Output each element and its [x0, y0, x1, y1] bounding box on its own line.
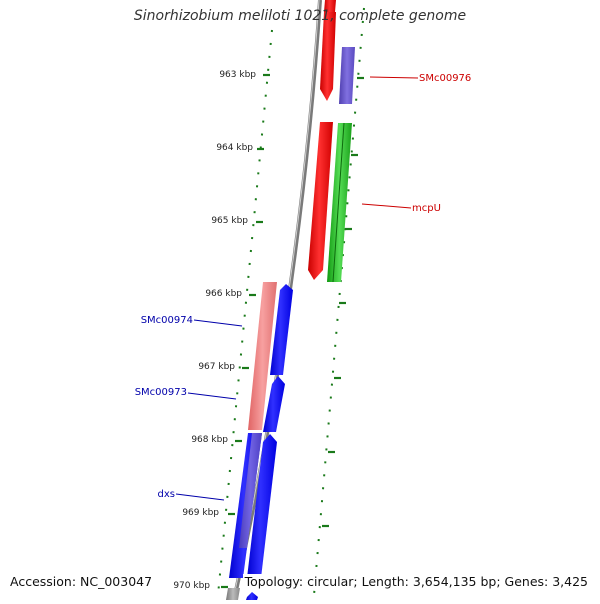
gene-label: SMc00974 — [141, 315, 193, 326]
gene-block-top-red — [324, 0, 336, 12]
gene-bottom-grey — [226, 588, 240, 600]
gene-mcpu-red — [308, 122, 333, 280]
major-ticks — [221, 73, 364, 589]
gene-label: dxs — [158, 489, 175, 500]
forward-strand — [308, 0, 360, 283]
gene-smc00976-purple — [339, 47, 355, 104]
gene-smc00974-blue — [270, 284, 293, 375]
gene-smc00976-red — [320, 12, 336, 101]
gene-labels: SMc00976 mcpU SMc00974 SMc00973 dxs — [135, 73, 471, 501]
gene-label: SMc00973 — [135, 387, 187, 398]
accession-text: Accession: NC_003047 — [8, 574, 155, 589]
genome-summary-text: Topology: circular; Length: 3,654,135 bp… — [242, 574, 590, 589]
gene-label: mcpU — [412, 203, 441, 214]
reverse-strand — [226, 282, 293, 600]
map-title: Sinorhizobium meliloti 1021, complete ge… — [133, 8, 467, 24]
tick-label: 964 kbp — [216, 143, 253, 153]
leader-line — [193, 319, 243, 327]
gene-top-white-gap — [349, 0, 360, 6]
outer-tick-ring — [313, 7, 365, 596]
gene-smc00974-pink — [248, 282, 277, 430]
tick-labels: 963 kbp 964 kbp 965 kbp 966 kbp 967 kbp … — [173, 70, 256, 591]
gene-dxs-blue-outer — [247, 434, 277, 578]
tick-label: 970 kbp — [173, 581, 210, 591]
gene-dxs-purple — [239, 433, 262, 548]
tick-label: 967 kbp — [198, 362, 235, 372]
gene-bottom-blue — [246, 592, 258, 600]
gene-mcpu-green — [327, 123, 352, 282]
tick-label: 963 kbp — [219, 70, 256, 80]
leader-line — [369, 76, 419, 79]
leader-line — [175, 493, 225, 501]
tick-label: 968 kbp — [191, 435, 228, 445]
tick-label: 969 kbp — [182, 508, 219, 518]
leader-line — [361, 203, 412, 209]
tick-label: 966 kbp — [205, 289, 242, 299]
leader-line — [187, 392, 237, 400]
tick-label: 965 kbp — [211, 216, 248, 226]
gene-smc00973-blue — [263, 376, 285, 432]
gene-label: SMc00976 — [419, 73, 471, 84]
gene-mcpu-green-seam — [332, 122, 345, 283]
